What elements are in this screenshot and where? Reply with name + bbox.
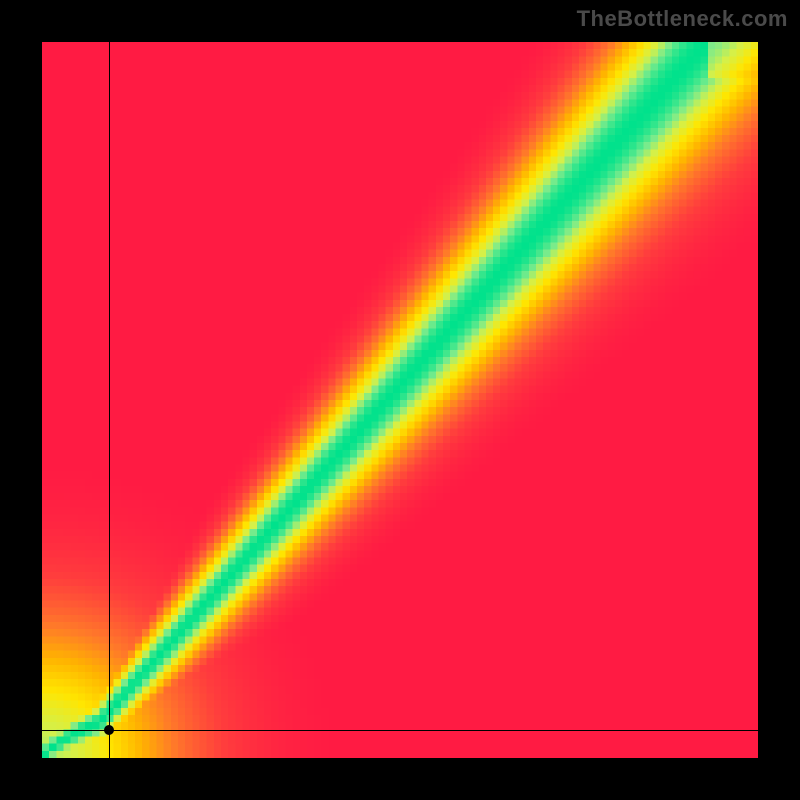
crosshair-horizontal-line — [42, 730, 758, 731]
crosshair-vertical-line — [109, 42, 110, 758]
watermark-text: TheBottleneck.com — [577, 6, 788, 32]
heatmap-plot-area — [42, 42, 758, 758]
crosshair-marker-point — [104, 725, 114, 735]
heatmap-canvas — [42, 42, 758, 758]
